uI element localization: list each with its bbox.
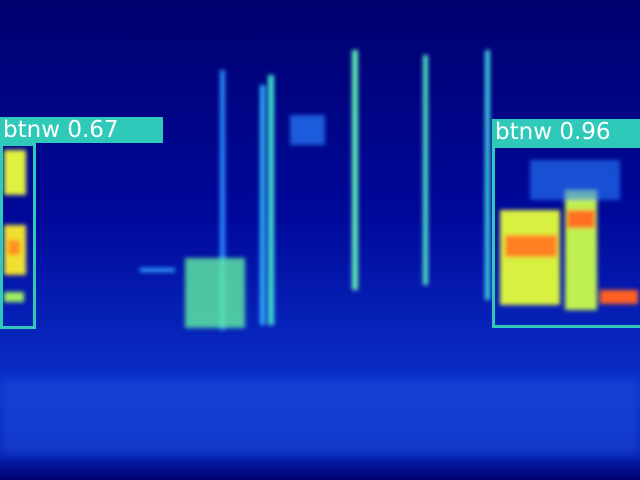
detection-box [492,145,640,328]
detection-box [0,143,36,329]
detection-label: btnw 0.96 [492,119,640,145]
noise-band [0,380,640,455]
call-blobs [4,150,638,310]
detection-label: btnw 0.67 [0,117,163,143]
streaks [140,50,490,330]
